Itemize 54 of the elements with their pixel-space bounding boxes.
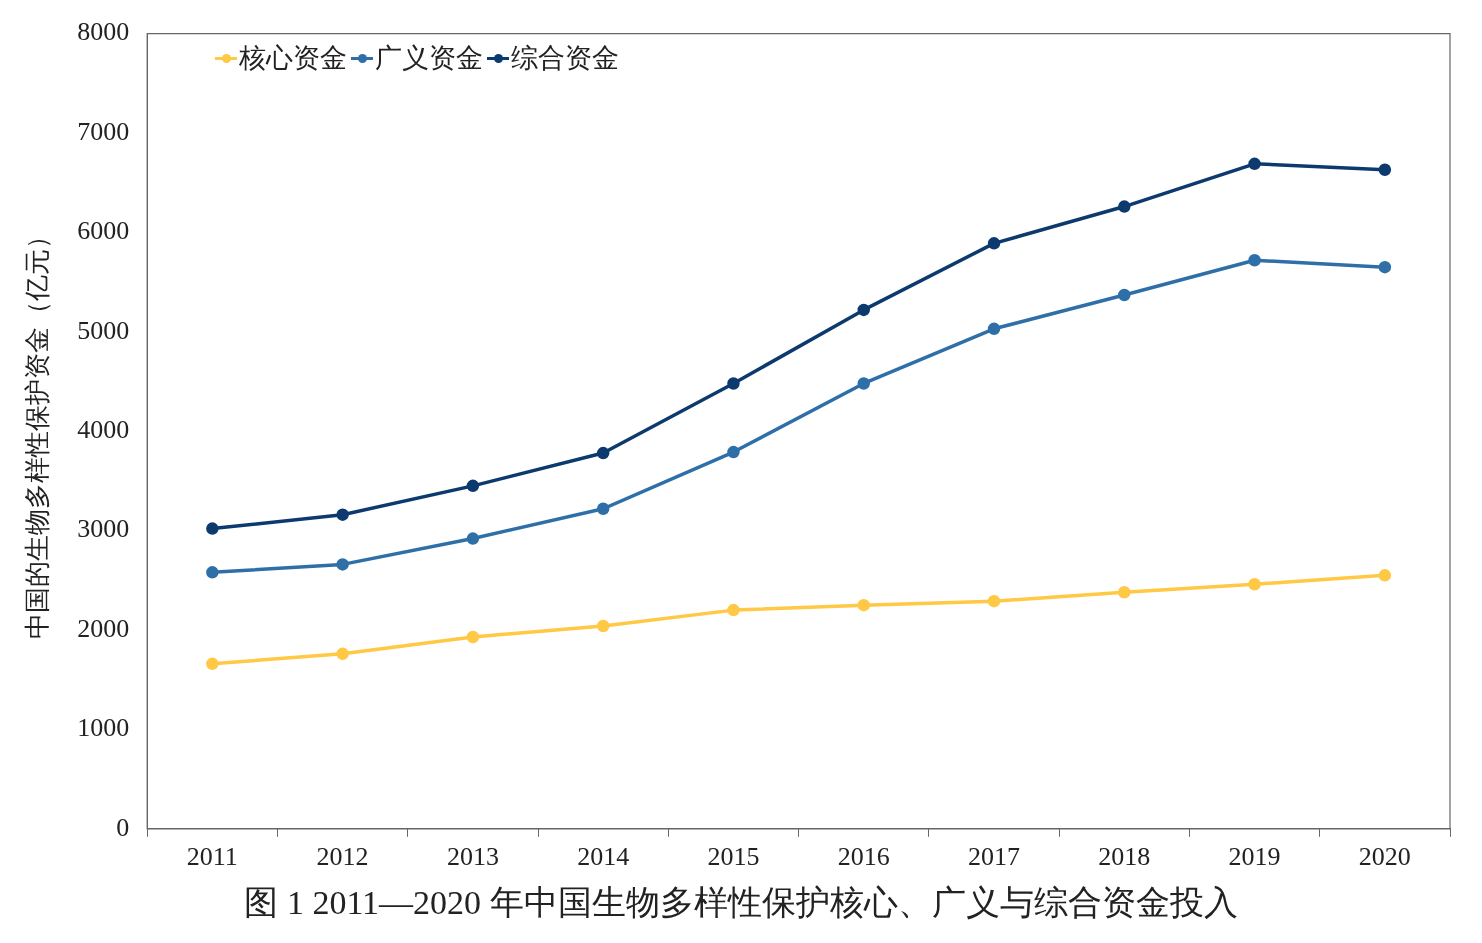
point bbox=[857, 303, 870, 317]
point bbox=[1248, 253, 1261, 267]
point bbox=[1378, 163, 1392, 177]
point bbox=[1118, 200, 1131, 213]
point bbox=[1118, 288, 1131, 302]
x-tick-label: 2012 bbox=[316, 842, 369, 872]
x-tick-label: 2019 bbox=[1228, 842, 1281, 872]
legend-label: 核心资金 bbox=[239, 41, 347, 75]
x-tick-label: 2015 bbox=[707, 842, 760, 872]
point bbox=[987, 594, 1001, 608]
y-tick-label: 6000 bbox=[77, 216, 130, 246]
y-tick-label: 4000 bbox=[77, 415, 130, 445]
point bbox=[1248, 157, 1261, 171]
point bbox=[466, 630, 480, 644]
y-tick-label: 5000 bbox=[77, 315, 130, 345]
point bbox=[466, 532, 480, 545]
point bbox=[206, 566, 219, 579]
point bbox=[596, 619, 610, 633]
y-tick-label: 2000 bbox=[77, 613, 130, 643]
x-tick-label: 2020 bbox=[1358, 842, 1411, 872]
point bbox=[206, 522, 219, 535]
y-axis-title: 中国的生物多样性保护资金（亿元） bbox=[22, 223, 53, 640]
point bbox=[987, 237, 1001, 250]
point bbox=[466, 479, 480, 493]
x-tick-label: 2017 bbox=[968, 842, 1021, 872]
x-tick-label: 2014 bbox=[577, 842, 630, 872]
point bbox=[336, 558, 349, 571]
point bbox=[596, 502, 610, 515]
legend-label: 广义资金 bbox=[375, 41, 483, 75]
point bbox=[857, 377, 870, 390]
point bbox=[336, 647, 349, 661]
point bbox=[727, 445, 740, 459]
y-tick-label: 3000 bbox=[77, 514, 130, 544]
point bbox=[206, 657, 219, 671]
point bbox=[1378, 260, 1392, 274]
x-tick-label: 2018 bbox=[1098, 842, 1151, 872]
x-tick-label: 2016 bbox=[837, 842, 890, 872]
point bbox=[857, 598, 870, 612]
y-tick-label: 0 bbox=[116, 812, 130, 842]
point bbox=[336, 508, 349, 521]
point bbox=[1118, 585, 1131, 599]
x-tick-label: 2011 bbox=[186, 842, 238, 872]
point bbox=[727, 603, 740, 617]
y-tick-label: 7000 bbox=[77, 116, 130, 146]
point bbox=[596, 446, 610, 460]
y-tick-label: 8000 bbox=[77, 17, 130, 47]
x-tick-label: 2013 bbox=[446, 842, 499, 872]
legend-label: 综合资金 bbox=[511, 41, 619, 75]
point bbox=[1248, 578, 1261, 591]
point bbox=[727, 377, 740, 390]
point bbox=[1378, 569, 1392, 582]
point bbox=[987, 322, 1001, 336]
caption: 图 1 2011—2020 年中国生物多样性保护核心、广义与综合资金投入 bbox=[243, 883, 1239, 923]
y-tick-label: 1000 bbox=[77, 713, 130, 743]
